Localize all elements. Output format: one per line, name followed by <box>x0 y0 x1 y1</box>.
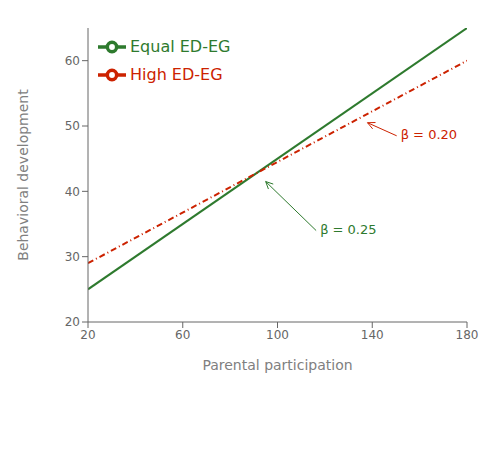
svg-text:Behavioral development: Behavioral development <box>15 89 31 261</box>
svg-text:140: 140 <box>361 328 384 342</box>
svg-text:Parental participation: Parental participation <box>202 357 352 373</box>
svg-text:100: 100 <box>266 328 289 342</box>
svg-text:40: 40 <box>65 185 80 199</box>
svg-text:60: 60 <box>65 54 80 68</box>
svg-text:20: 20 <box>65 315 80 329</box>
html-text:Equal ED-EG: Equal ED-EG <box>130 36 231 56</box>
svg-text:50: 50 <box>65 119 80 133</box>
svg-text:180: 180 <box>456 328 479 342</box>
svg-text:β = 0.25: β = 0.25 <box>320 222 376 237</box>
svg-text:30: 30 <box>65 250 80 264</box>
svg-text:60: 60 <box>175 328 190 342</box>
html-text:High ED-EG: High ED-EG <box>130 64 223 84</box>
svg-text:β = 0.20: β = 0.20 <box>401 127 457 142</box>
svg-text:20: 20 <box>80 328 95 342</box>
